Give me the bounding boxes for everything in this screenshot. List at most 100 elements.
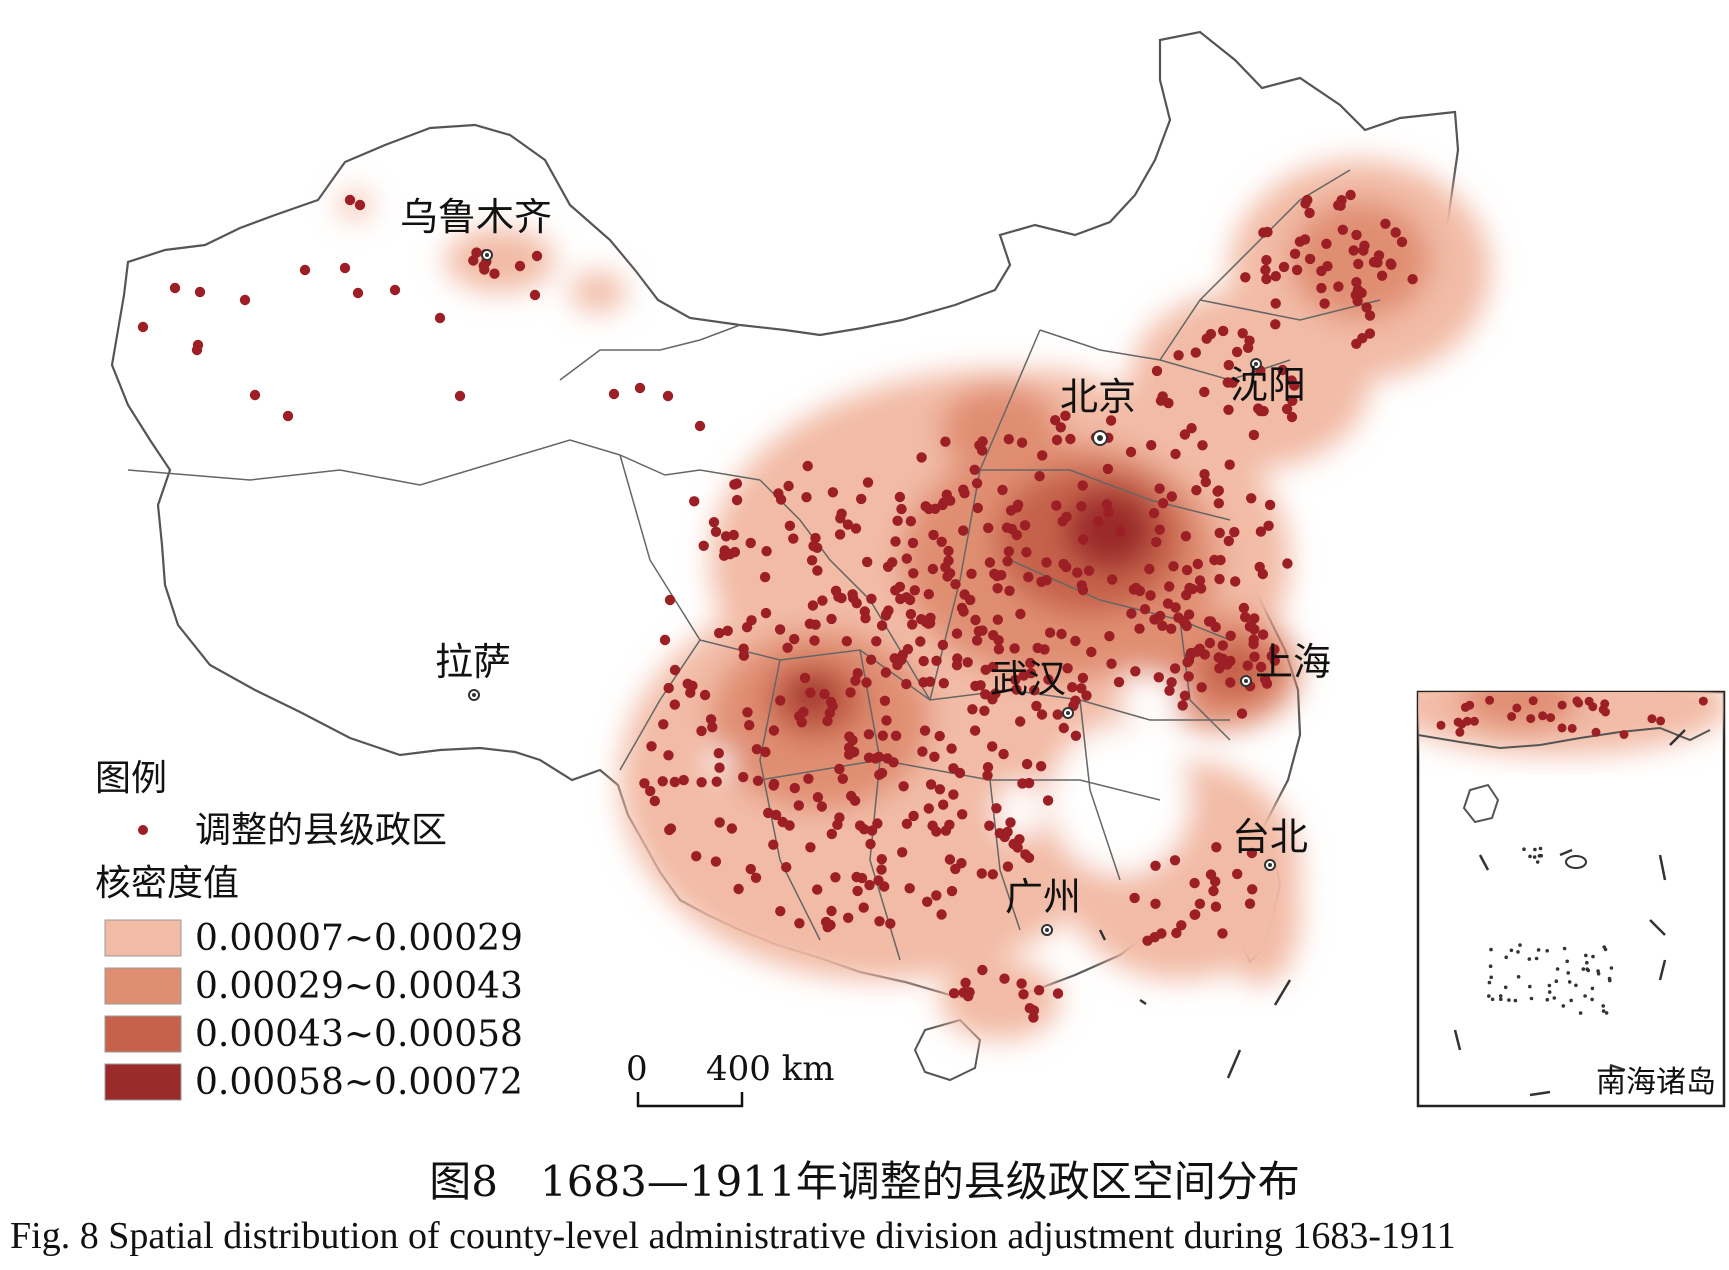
county-point <box>794 711 805 722</box>
county-point <box>1264 499 1276 511</box>
county-point <box>977 625 988 636</box>
county-point <box>1316 282 1327 294</box>
inset-county-point <box>1567 723 1577 733</box>
county-point <box>1179 690 1191 701</box>
county-point <box>977 964 988 976</box>
inset-county-point <box>1507 712 1517 721</box>
inset-county-point <box>1647 714 1657 724</box>
county-point <box>696 777 707 788</box>
county-point <box>987 869 998 880</box>
county-point <box>1076 683 1087 694</box>
county-point <box>844 731 855 742</box>
county-point <box>1019 520 1031 531</box>
county-point <box>1156 928 1167 939</box>
county-point <box>819 688 830 700</box>
county-point <box>1237 328 1248 339</box>
county-point <box>659 634 671 646</box>
county-point <box>714 817 725 828</box>
county-point <box>1351 229 1362 241</box>
county-point <box>1238 602 1250 614</box>
county-point <box>1081 690 1092 701</box>
county-point <box>1101 499 1113 510</box>
county-point <box>881 715 892 726</box>
county-point <box>698 540 709 551</box>
county-point <box>988 630 999 641</box>
county-point <box>944 819 955 830</box>
county-point <box>710 526 722 537</box>
legend-swatch-3 <box>104 1015 182 1053</box>
county-point <box>1151 365 1163 377</box>
county-point <box>1183 671 1194 682</box>
county-point <box>634 382 646 394</box>
county-point <box>938 678 949 689</box>
county-point <box>936 909 947 920</box>
county-point <box>1214 527 1225 539</box>
islet-mark <box>1522 847 1526 851</box>
county-point <box>997 484 1008 496</box>
county-point <box>873 875 884 886</box>
county-point <box>1322 261 1333 272</box>
county-point <box>1130 666 1141 677</box>
islet-mark <box>1518 943 1522 947</box>
county-point <box>1036 576 1047 587</box>
county-point <box>760 746 771 758</box>
county-point <box>1148 508 1160 519</box>
county-point <box>1012 499 1024 510</box>
county-point <box>806 555 818 566</box>
islet-mark <box>1547 983 1552 988</box>
county-point <box>1009 643 1020 654</box>
county-point <box>927 820 938 831</box>
county-point <box>1194 643 1206 654</box>
county-point <box>1146 440 1157 451</box>
county-point <box>850 523 862 534</box>
county-point <box>1166 623 1177 634</box>
islet-mark <box>1567 980 1572 984</box>
county-point <box>1168 561 1179 572</box>
legend-swatch-2 <box>104 967 182 1005</box>
county-point <box>1029 685 1040 696</box>
county-point <box>1015 716 1026 727</box>
county-point <box>1246 493 1257 504</box>
islet-mark <box>1509 948 1514 953</box>
county-point <box>1157 620 1168 631</box>
county-point <box>1025 657 1036 669</box>
county-point <box>696 725 707 737</box>
county-point <box>1196 682 1207 693</box>
county-point <box>897 649 908 661</box>
county-point <box>1173 350 1184 361</box>
city-marker-lhasa: 拉萨 <box>435 640 511 701</box>
islet-mark <box>1539 853 1543 858</box>
inset-county-point <box>1557 723 1567 733</box>
county-point <box>876 620 888 631</box>
county-point <box>894 491 906 503</box>
county-point <box>760 607 772 619</box>
county-point <box>1194 575 1206 586</box>
county-point <box>761 546 772 557</box>
inset-county-point <box>1512 703 1522 713</box>
county-point <box>842 519 854 530</box>
county-point <box>1021 758 1033 770</box>
county-point <box>887 557 898 568</box>
county-point <box>1150 898 1161 909</box>
legend-range-3: 0.00043~0.00058 <box>195 1014 523 1055</box>
county-point <box>662 390 674 402</box>
county-point <box>1002 556 1013 567</box>
islet-mark <box>1583 994 1587 998</box>
county-point <box>691 851 702 862</box>
islet-mark <box>1565 959 1569 964</box>
county-point <box>807 600 819 611</box>
county-point <box>984 557 996 568</box>
south-sea-marks <box>1098 929 1292 1079</box>
county-point <box>1304 253 1316 265</box>
inset-county-point <box>1485 695 1495 705</box>
county-point <box>905 516 917 527</box>
county-point <box>827 487 839 498</box>
county-point <box>846 790 857 802</box>
county-point <box>1041 557 1052 568</box>
city-marker-shenyang: 沈阳 <box>1230 358 1306 407</box>
islet-mark <box>1534 956 1539 961</box>
county-point <box>789 633 800 645</box>
county-point <box>1005 817 1016 828</box>
islet-mark <box>1504 955 1508 960</box>
county-point <box>851 598 862 609</box>
